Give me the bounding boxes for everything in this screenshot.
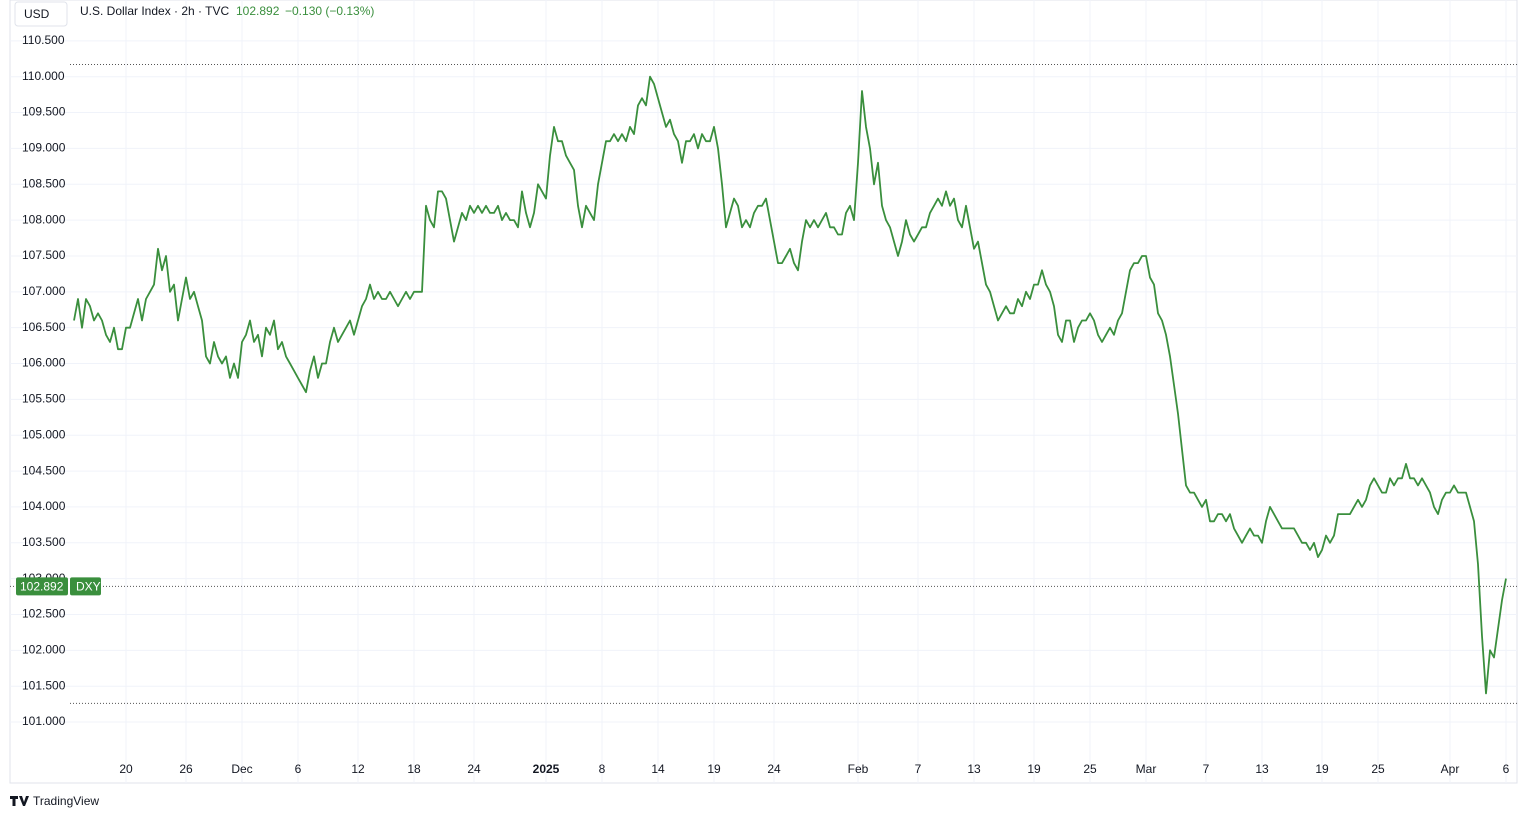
x-tick-label: 24	[467, 762, 481, 776]
y-tick-label: 101.500	[22, 678, 66, 692]
x-tick-label: 13	[1255, 762, 1269, 776]
x-tick-label: 20	[119, 762, 133, 776]
x-tick-label: 7	[1203, 762, 1210, 776]
y-tick-label: 102.000	[22, 643, 66, 657]
y-tick-label: 108.500	[22, 176, 66, 190]
x-tick-label: 19	[1027, 762, 1041, 776]
y-tick-label: 106.500	[22, 320, 66, 334]
symbol-tag: DXY	[76, 580, 101, 594]
currency[interactable]: USD	[24, 7, 50, 21]
x-tick-label: 6	[295, 762, 302, 776]
x-tick-label: 24	[767, 762, 781, 776]
overlay: 102.892 DXY	[10, 64, 1517, 704]
y-tick-label: 101.000	[22, 714, 66, 728]
x-tick-label: 25	[1083, 762, 1097, 776]
y-tick-label: 104.000	[22, 499, 66, 513]
x-tick-label: 2025	[533, 762, 560, 776]
x-tick-label: 14	[651, 762, 665, 776]
x-tick-label: 8	[599, 762, 606, 776]
x-tick-label: 25	[1371, 762, 1385, 776]
logo: TradingView	[10, 794, 99, 808]
x-tick-label: Mar	[1136, 762, 1157, 776]
marks	[73, 75, 1507, 695]
x-tick-label: 19	[1315, 762, 1329, 776]
y-tick-label: 107.000	[22, 284, 66, 298]
grid: 101.000101.500102.000102.500103.000103.5…	[10, 0, 1517, 783]
y-tick-label: 103.500	[22, 535, 66, 549]
header-change: −0.130 (−0.13%)	[285, 4, 374, 18]
price-tag-bg	[16, 577, 68, 596]
x-tick-label: 18	[407, 762, 421, 776]
currency-box[interactable]	[14, 1, 68, 27]
y-tick-label: 109.000	[22, 141, 66, 155]
y-tick-label: 104.500	[22, 463, 66, 477]
y-tick-label: 105.000	[22, 427, 66, 441]
price-tag: 102.892	[20, 580, 64, 594]
y-tick-label: 102.500	[22, 607, 66, 621]
x-tick-label: 13	[967, 762, 981, 776]
x-tick-label: Dec	[231, 762, 252, 776]
y-tick-label: 106.000	[22, 356, 66, 370]
x-tick-label: 26	[179, 762, 193, 776]
price-line	[73, 75, 1507, 695]
logo-icon	[10, 796, 29, 806]
x-tick-label: Feb	[848, 762, 869, 776]
y-tick-label: 105.500	[22, 392, 66, 406]
x-tick-label: 12	[351, 762, 365, 776]
y-tick-label: 109.500	[22, 105, 66, 119]
y-tick-label: 110.500	[22, 33, 65, 47]
x-tick-label: 6	[1503, 762, 1510, 776]
y-tick-label: 108.000	[22, 212, 66, 226]
x-tick-label: Apr	[1441, 762, 1460, 776]
x-tick-label: 19	[707, 762, 721, 776]
plot-frame	[9, 0, 1518, 784]
y-tick-label: 107.500	[22, 248, 66, 262]
brand: TradingView	[33, 794, 99, 808]
x-tick-label: 7	[915, 762, 922, 776]
header-price: 102.892	[236, 4, 280, 18]
chart-title: U.S. Dollar Index · 2h · TVC	[80, 4, 229, 18]
y-tick-label: 110.000	[22, 69, 65, 83]
symbol-tag-bg	[70, 577, 101, 596]
